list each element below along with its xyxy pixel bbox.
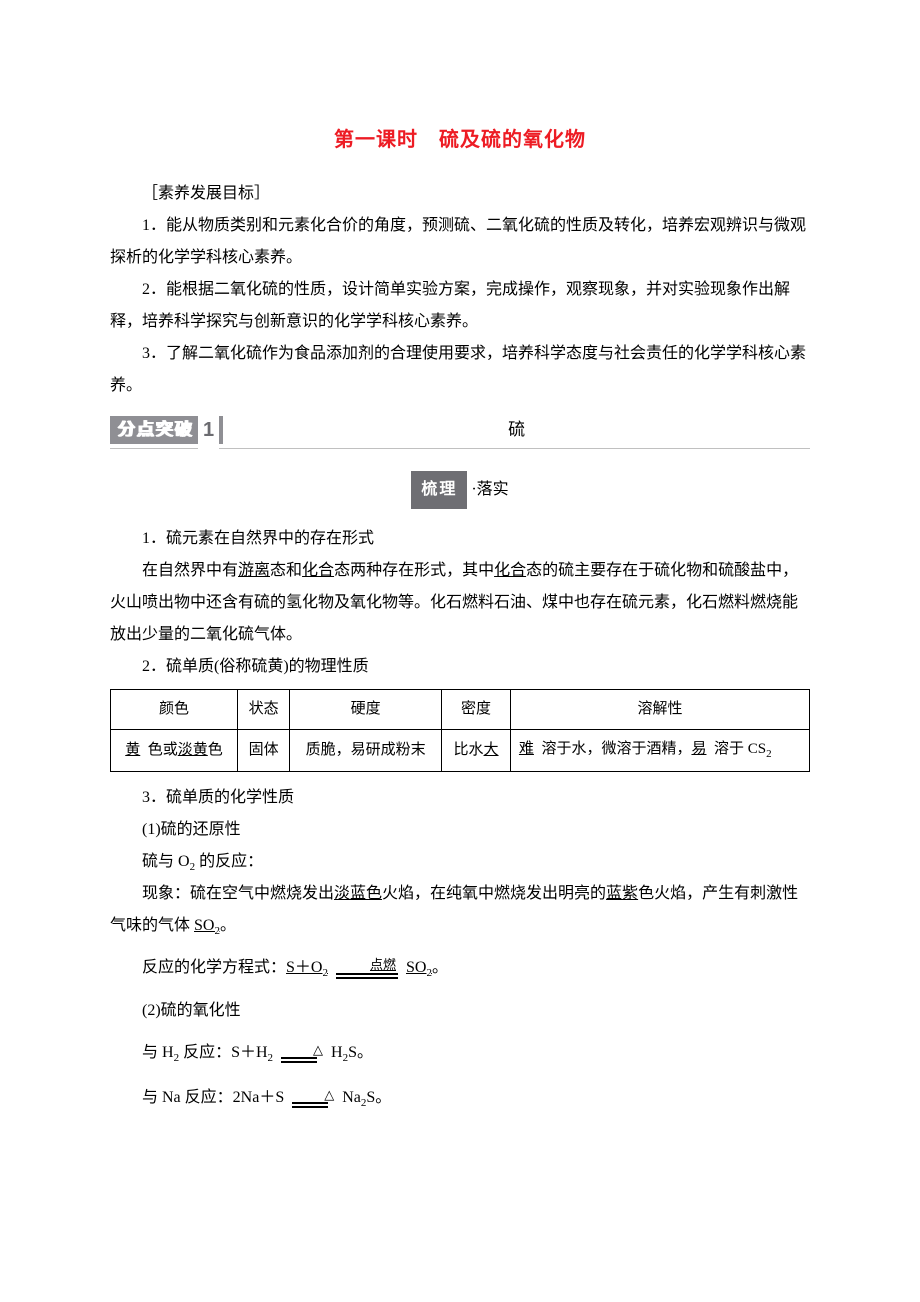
t: S＋O	[286, 959, 322, 976]
u: 化合	[302, 562, 334, 579]
subheading-badge: 梳理	[411, 471, 467, 509]
th-state: 状态	[238, 690, 290, 730]
banner-label: 分点突破	[118, 413, 194, 447]
equation-h2: 与 H2 反应：S＋H2 △ H2S。	[110, 1035, 810, 1072]
cell-color: 黄 色或淡黄色	[111, 730, 238, 772]
t: 与 Na 反应：2Na＋S	[142, 1089, 288, 1106]
cell-state: 固体	[238, 730, 290, 772]
point3-title: 3．硫单质的化学性质	[110, 782, 810, 814]
t: 硫与 O	[142, 853, 190, 870]
triangle-icon: △	[281, 1043, 323, 1056]
gas-so2: SO2	[194, 917, 220, 934]
u: 游离	[238, 562, 270, 579]
banner-topic: 硫	[223, 413, 810, 447]
t: 反应：S＋H	[179, 1044, 267, 1061]
lesson-title: 第一课时 硫及硫的氧化物	[110, 120, 810, 160]
sub: 2	[322, 967, 328, 979]
sub: 2	[268, 1052, 274, 1064]
double-line	[281, 1057, 317, 1063]
t: 色	[208, 742, 223, 758]
cell-density: 比水大	[442, 730, 511, 772]
properties-table: 颜色 状态 硬度 密度 溶解性 黄 色或淡黄色 固体 质脆，易研成粉末 比水大 …	[110, 689, 810, 772]
th-solubility: 溶解性	[510, 690, 809, 730]
goal-3: 3．了解二氧化硫作为食品添加剂的合理使用要求，培养科学态度与社会责任的化学学科核…	[110, 338, 810, 402]
u: 难	[519, 741, 534, 757]
t: 色或	[148, 742, 178, 758]
condition-heat-icon: △	[292, 1088, 334, 1108]
eq-right: SO2	[406, 959, 432, 976]
goal-2: 2．能根据二氧化硫的性质，设计简单实验方案，完成操作，观察现象，并对实验现象作出…	[110, 274, 810, 338]
sub: 2	[766, 748, 772, 760]
t: 比水	[454, 742, 484, 758]
section-banner: 分点突破 1 硫	[110, 412, 810, 449]
goal-1: 1．能从物质类别和元素化合价的角度，预测硫、二氧化硫的性质及转化，培养宏观辨识与…	[110, 210, 810, 274]
u: 大	[484, 742, 499, 758]
t: 态和	[270, 562, 302, 579]
cond-line	[336, 977, 398, 979]
table-row: 黄 色或淡黄色 固体 质脆，易研成粉末 比水大 难 溶于水，微溶于酒精，易 溶于…	[111, 730, 810, 772]
t: 现象：硫在空气中燃烧发出	[142, 885, 334, 902]
t: S。	[348, 1044, 373, 1061]
triangle-icon: △	[292, 1088, 334, 1101]
t: S。	[366, 1089, 391, 1106]
equation-1: 反应的化学方程式：S＋O2 点燃 SO2。	[110, 950, 810, 987]
subheading-after: ·落实	[471, 481, 508, 498]
t: H	[331, 1044, 343, 1061]
goals-heading: ［素养发展目标］	[110, 178, 810, 210]
t: 的反应：	[195, 853, 263, 870]
th-hardness: 硬度	[290, 690, 442, 730]
t: 。	[220, 917, 236, 934]
u: 淡黄	[178, 742, 208, 758]
t: 反应的化学方程式：	[142, 959, 286, 976]
table-header-row: 颜色 状态 硬度 密度 溶解性	[111, 690, 810, 730]
banner-number: 1	[198, 410, 219, 450]
condition-heat-icon: △	[281, 1043, 323, 1063]
th-density: 密度	[442, 690, 511, 730]
u: 化合	[494, 562, 526, 579]
cell-hardness: 质脆，易研成粉末	[290, 730, 442, 772]
t: 火焰，在纯氧中燃烧发出明亮的	[382, 885, 606, 902]
banner-badge: 分点突破 1	[110, 416, 223, 444]
equation-na: 与 Na 反应：2Na＋S △ Na2S。	[110, 1080, 810, 1117]
eq-left: S＋O2	[286, 959, 328, 976]
t: 与 H	[142, 1044, 174, 1061]
point3-sub2: (2)硫的氧化性	[110, 995, 810, 1027]
t: 。	[432, 959, 448, 976]
t: 溶于 CS	[714, 741, 766, 757]
page: 第一课时 硫及硫的氧化物 ［素养发展目标］ 1．能从物质类别和元素化合价的角度，…	[0, 0, 920, 1302]
u: 蓝紫	[606, 885, 638, 902]
point1-title: 1．硫元素在自然界中的存在形式	[110, 523, 810, 555]
t: SO	[194, 917, 214, 934]
cond-text: 点燃	[336, 958, 398, 974]
u: 易	[691, 741, 706, 757]
t: 在自然界中有	[142, 562, 238, 579]
phenomenon-line: 现象：硫在空气中燃烧发出淡蓝色火焰，在纯氧中燃烧发出明亮的蓝紫色火焰，产生有刺激…	[110, 878, 810, 942]
point2-title: 2．硫单质(俗称硫黄)的物理性质	[110, 651, 810, 683]
point3-sub1: (1)硫的还原性	[110, 814, 810, 846]
t: SO	[406, 959, 426, 976]
point1-body: 在自然界中有游离态和化合态两种存在形式，其中化合态的硫主要存在于硫化物和硫酸盐中…	[110, 555, 810, 651]
u: 黄	[125, 742, 140, 758]
o2-reaction-line: 硫与 O2 的反应：	[110, 846, 810, 878]
subheading: 梳理·落实	[110, 471, 810, 509]
u: 淡蓝色	[334, 885, 382, 902]
t: 溶于水，微溶于酒精，	[541, 741, 691, 757]
condition-ignite: 点燃	[336, 958, 398, 978]
double-line	[292, 1102, 328, 1108]
t: 态两种存在形式，其中	[334, 562, 494, 579]
th-color: 颜色	[111, 690, 238, 730]
cell-solubility: 难 溶于水，微溶于酒精，易 溶于 CS2	[510, 730, 809, 772]
t: Na	[342, 1089, 361, 1106]
